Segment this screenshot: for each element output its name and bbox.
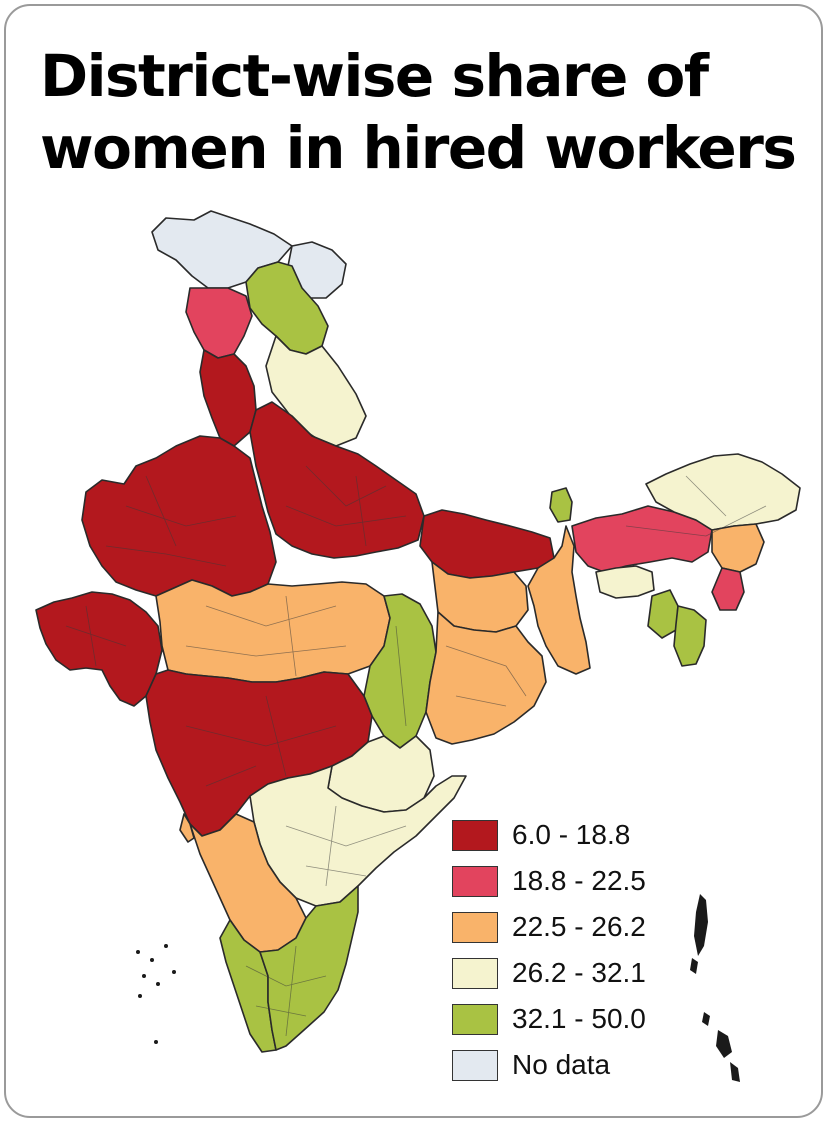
region-tripura (647, 589, 679, 639)
legend-item: 32.1 - 50.0 (452, 996, 712, 1042)
legend-label: 6.0 - 18.8 (512, 819, 631, 850)
district-boundary-line (125, 505, 237, 527)
district-boundary-line (105, 545, 227, 567)
region-arunachal-pradesh (645, 453, 801, 531)
legend-swatch (452, 957, 498, 989)
island-shape (730, 1062, 740, 1082)
district-boundary-line (265, 695, 287, 777)
region-rajasthan (81, 435, 277, 597)
district-boundary-line (65, 625, 127, 647)
island-dot (150, 958, 154, 962)
district-boundary-line (285, 945, 297, 1037)
island-dot (142, 974, 146, 978)
region-assam (571, 505, 713, 573)
legend-item: 18.8 - 22.5 (452, 858, 712, 904)
district-boundary-line (685, 475, 727, 517)
india-choropleth-map (35, 210, 801, 1082)
legend-swatch (452, 911, 498, 943)
region-west-bengal (527, 525, 591, 675)
district-boundary-line (285, 505, 407, 527)
region-madhya-pradesh (155, 579, 391, 683)
title-line-2: women in hired workers (40, 114, 797, 182)
region-uttarakhand (265, 335, 367, 447)
region-mizoram (673, 605, 707, 667)
legend-swatch (452, 819, 498, 851)
district-boundary-line (455, 695, 507, 707)
legend-label: 18.8 - 22.5 (512, 865, 646, 896)
legend-swatch (452, 1003, 498, 1035)
map-legend: 6.0 - 18.8 18.8 - 22.5 22.5 - 26.2 26.2 - 3… (452, 812, 712, 1088)
district-boundary-line (205, 605, 337, 627)
district-boundary-line (285, 595, 297, 677)
island-dot (138, 994, 142, 998)
district-boundary-line (355, 475, 367, 547)
district-boundary-line (445, 645, 527, 697)
legend-item: 26.2 - 32.1 (452, 950, 712, 996)
legend-item: 22.5 - 26.2 (452, 904, 712, 950)
island-shape (716, 1030, 732, 1058)
district-boundary-line (205, 765, 257, 787)
island-dot (172, 970, 176, 974)
district-boundary-line (305, 865, 367, 877)
region-odisha (425, 611, 547, 745)
legend-label: 32.1 - 50.0 (512, 1003, 646, 1034)
region-sikkim (549, 487, 573, 523)
island-dot (164, 944, 168, 948)
region-nagaland (711, 523, 765, 573)
island-shape (702, 1012, 710, 1026)
region-gujarat (35, 591, 163, 707)
district-boundary-line (85, 605, 97, 667)
region-himachal-pradesh (245, 261, 329, 355)
island-dot (154, 1040, 158, 1044)
legend-label: 26.2 - 32.1 (512, 957, 646, 988)
map-title: District-wise share of women in hired wo… (40, 40, 800, 184)
title-line-1: District-wise share of (40, 42, 709, 110)
region-meghalaya (595, 565, 655, 599)
district-boundary-line (625, 505, 767, 537)
district-boundary-line (185, 645, 347, 657)
district-boundary-line (305, 465, 387, 507)
legend-label: No data (512, 1049, 611, 1080)
region-haryana (199, 349, 257, 447)
legend-swatch (452, 865, 498, 897)
district-boundary-line (395, 625, 407, 727)
island-dot (156, 982, 160, 986)
district-boundary-line (285, 825, 407, 847)
region-manipur (711, 567, 745, 611)
district-boundary-line (185, 725, 337, 747)
legend-swatch (452, 1049, 498, 1081)
map-card: District-wise share of women in hired wo… (4, 4, 823, 1118)
legend-label: 22.5 - 26.2 (512, 911, 646, 942)
island-shape (694, 894, 708, 956)
region-tamil-nadu (259, 885, 359, 1051)
legend-item: No data (452, 1042, 712, 1088)
district-boundary-line (245, 965, 327, 987)
region-punjab (185, 287, 253, 359)
district-boundary-line (325, 805, 337, 887)
region-uttar-pradesh (249, 401, 425, 559)
region-goa (179, 813, 195, 843)
island-dot (136, 950, 140, 954)
district-boundary-line (145, 475, 177, 547)
district-boundary-line (255, 1005, 307, 1017)
legend-item: 6.0 - 18.8 (452, 812, 712, 858)
island-shape (690, 958, 698, 974)
